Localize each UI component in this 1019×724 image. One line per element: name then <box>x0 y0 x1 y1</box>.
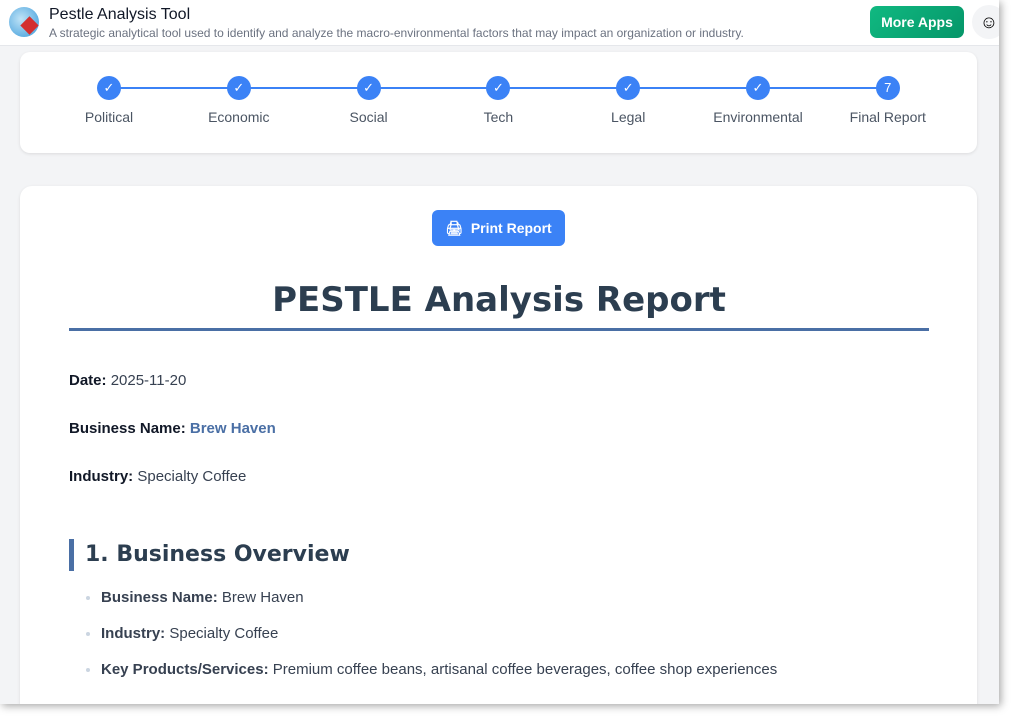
step-label: Social <box>349 109 388 125</box>
check-icon: ✓ <box>616 76 641 100</box>
step-environmental[interactable]: ✓ Environmental <box>698 76 818 125</box>
report-title: PESTLE Analysis Report <box>69 280 929 331</box>
step-label: Political <box>84 109 134 125</box>
industry-row: Industry: Specialty Coffee <box>69 468 247 485</box>
check-icon: ✓ <box>746 76 770 100</box>
step-final-report[interactable]: 7 Final Report <box>828 76 948 125</box>
check-icon: ✓ <box>97 76 121 100</box>
step-label: Final Report <box>849 109 926 125</box>
printer-icon: 🖨 <box>445 219 471 236</box>
step-label: Environmental <box>713 109 803 125</box>
report-card: 🖨 Print Report PESTLE Analysis Report Da… <box>20 186 977 704</box>
app-subtitle: A strategic analytical tool used to iden… <box>49 26 744 40</box>
list-item: Key Products/Services: Premium coffee be… <box>101 661 777 678</box>
step-political[interactable]: ✓ Political <box>49 76 169 125</box>
step-economic[interactable]: ✓ Economic <box>179 76 299 125</box>
print-report-button[interactable]: 🖨 Print Report <box>432 210 565 246</box>
step-social[interactable]: ✓ Social <box>309 76 429 125</box>
app-logo-icon <box>9 7 39 37</box>
check-icon: ✓ <box>356 76 381 100</box>
step-number: 7 <box>875 76 900 100</box>
step-label: Tech <box>483 109 514 125</box>
progress-stepper: ✓ Political ✓ Economic ✓ Social ✓ Tech ✓ Legal ✓ En… <box>20 52 977 153</box>
business-name-row: Business Name: Brew Haven <box>69 420 276 437</box>
list-item: Industry: Specialty Coffee <box>101 625 777 642</box>
app-title: Pestle Analysis Tool <box>49 6 191 23</box>
more-apps-button[interactable]: More Apps <box>870 6 964 38</box>
section-heading: 1. Business Overview <box>69 539 350 571</box>
user-icon[interactable]: ☺ <box>972 5 999 39</box>
date-row: Date: 2025-11-20 <box>69 372 187 389</box>
step-tech[interactable]: ✓ Tech <box>438 76 558 125</box>
app-window: Pestle Analysis Tool A strategic analyti… <box>0 0 999 704</box>
overview-list: Business Name: Brew Haven Industry: Spec… <box>69 589 777 697</box>
step-legal[interactable]: ✓ Legal <box>568 76 688 125</box>
header: Pestle Analysis Tool A strategic analyti… <box>0 0 999 46</box>
step-label: Legal <box>611 109 646 125</box>
step-label: Economic <box>208 109 270 125</box>
list-item: Business Name: Brew Haven <box>101 589 777 606</box>
check-icon: ✓ <box>486 76 511 100</box>
check-icon: ✓ <box>226 76 251 100</box>
